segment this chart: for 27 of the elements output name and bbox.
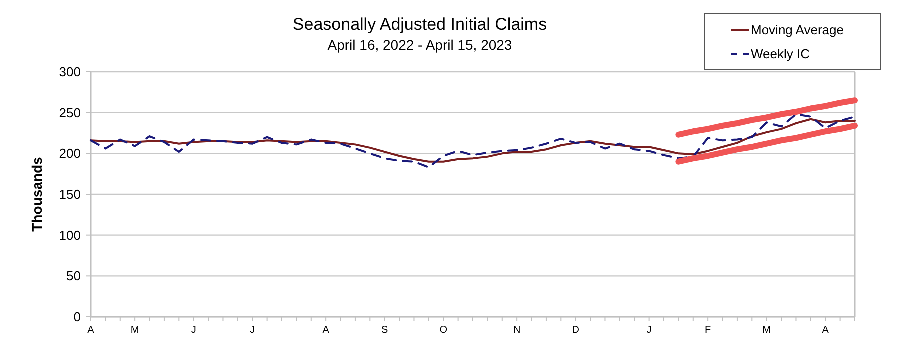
x-tick-label: M [762,325,772,336]
legend-label: Moving Average [751,22,844,38]
y-tick-label: 0 [74,310,81,325]
x-tick-label: F [705,325,712,336]
legend-label: Weekly IC [751,46,810,62]
y-tick-label: 300 [59,64,81,80]
line-series [90,113,856,169]
x-tick-label: A [822,325,830,336]
x-tick-label: N [513,325,521,336]
chart-title: Seasonally Adjusted Initial Claims [292,15,548,34]
y-tick-label: 150 [59,187,81,202]
x-tick-label: J [191,325,196,336]
x-tick-label: A [88,325,95,336]
line-series [90,118,856,163]
y-tick-label: 200 [59,146,81,162]
x-tick-label: A [322,325,330,336]
x-tick-label: M [130,325,140,336]
chart-subtitle: April 16, 2022 - April 15, 2023 [328,37,512,53]
y-tick-label: 250 [59,105,81,120]
x-tick-label: S [382,325,389,336]
x-tick-label: O [440,325,448,336]
x-tick-label: J [250,325,256,336]
x-tick-label: J [646,325,652,336]
y-axis-title: Thousands [29,156,45,232]
y-tick-label: 50 [66,268,81,284]
y-tick-label: 100 [59,228,81,243]
x-tick-label: D [572,325,580,336]
